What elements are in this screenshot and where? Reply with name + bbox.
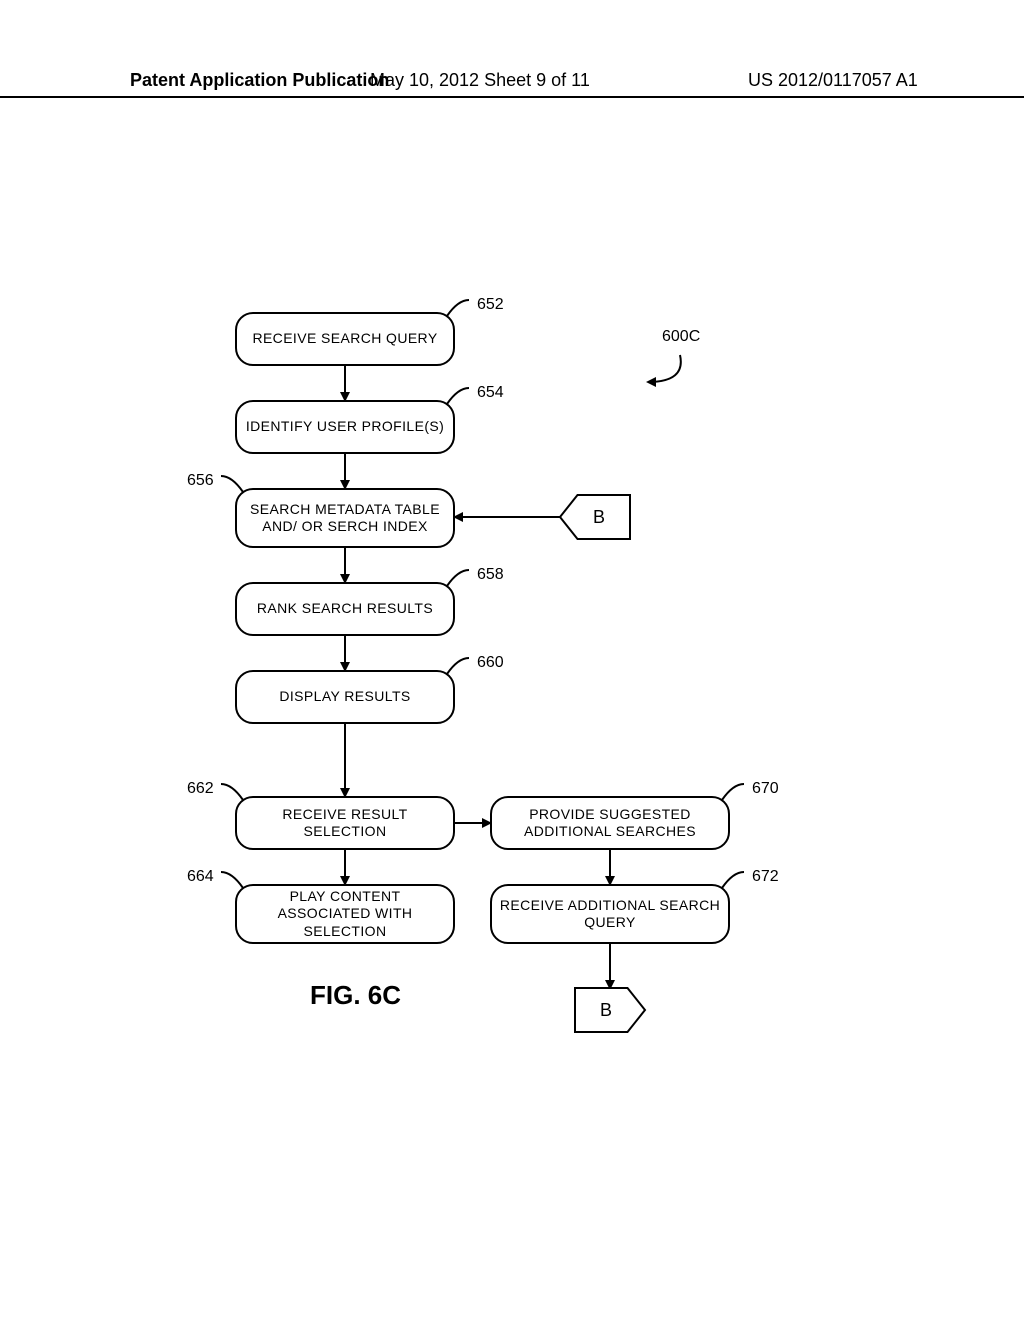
arrows-layer: BB bbox=[0, 0, 1024, 1320]
ref-672: 672 bbox=[752, 868, 779, 886]
ref-656: 656 bbox=[187, 472, 214, 490]
ref-654: 654 bbox=[477, 384, 504, 402]
flow-box-652: RECEIVE SEARCH QUERY bbox=[235, 312, 455, 366]
ref-660: 660 bbox=[477, 654, 504, 672]
ref-652: 652 bbox=[477, 296, 504, 314]
ref-658: 658 bbox=[477, 566, 504, 584]
flow-box-656: SEARCH METADATA TABLE AND/ OR SERCH INDE… bbox=[235, 488, 455, 548]
ref-670: 670 bbox=[752, 780, 779, 798]
figure-label: FIG. 6C bbox=[310, 980, 401, 1011]
flow-box-672: RECEIVE ADDITIONAL SEARCH QUERY bbox=[490, 884, 730, 944]
diagram-ref-600c: 600C bbox=[662, 328, 700, 346]
flowchart: BB RECEIVE SEARCH QUERY652IDENTIFY USER … bbox=[0, 0, 1024, 1320]
flow-box-670: PROVIDE SUGGESTED ADDITIONAL SEARCHES bbox=[490, 796, 730, 850]
flow-box-664: PLAY CONTENT ASSOCIATED WITH SELECTION bbox=[235, 884, 455, 944]
flow-box-660: DISPLAY RESULTS bbox=[235, 670, 455, 724]
ref-662: 662 bbox=[187, 780, 214, 798]
flow-box-654: IDENTIFY USER PROFILE(S) bbox=[235, 400, 455, 454]
flow-box-658: RANK SEARCH RESULTS bbox=[235, 582, 455, 636]
svg-text:B: B bbox=[593, 507, 605, 527]
ref-664: 664 bbox=[187, 868, 214, 886]
svg-text:B: B bbox=[600, 1000, 612, 1020]
flow-box-662: RECEIVE RESULT SELECTION bbox=[235, 796, 455, 850]
